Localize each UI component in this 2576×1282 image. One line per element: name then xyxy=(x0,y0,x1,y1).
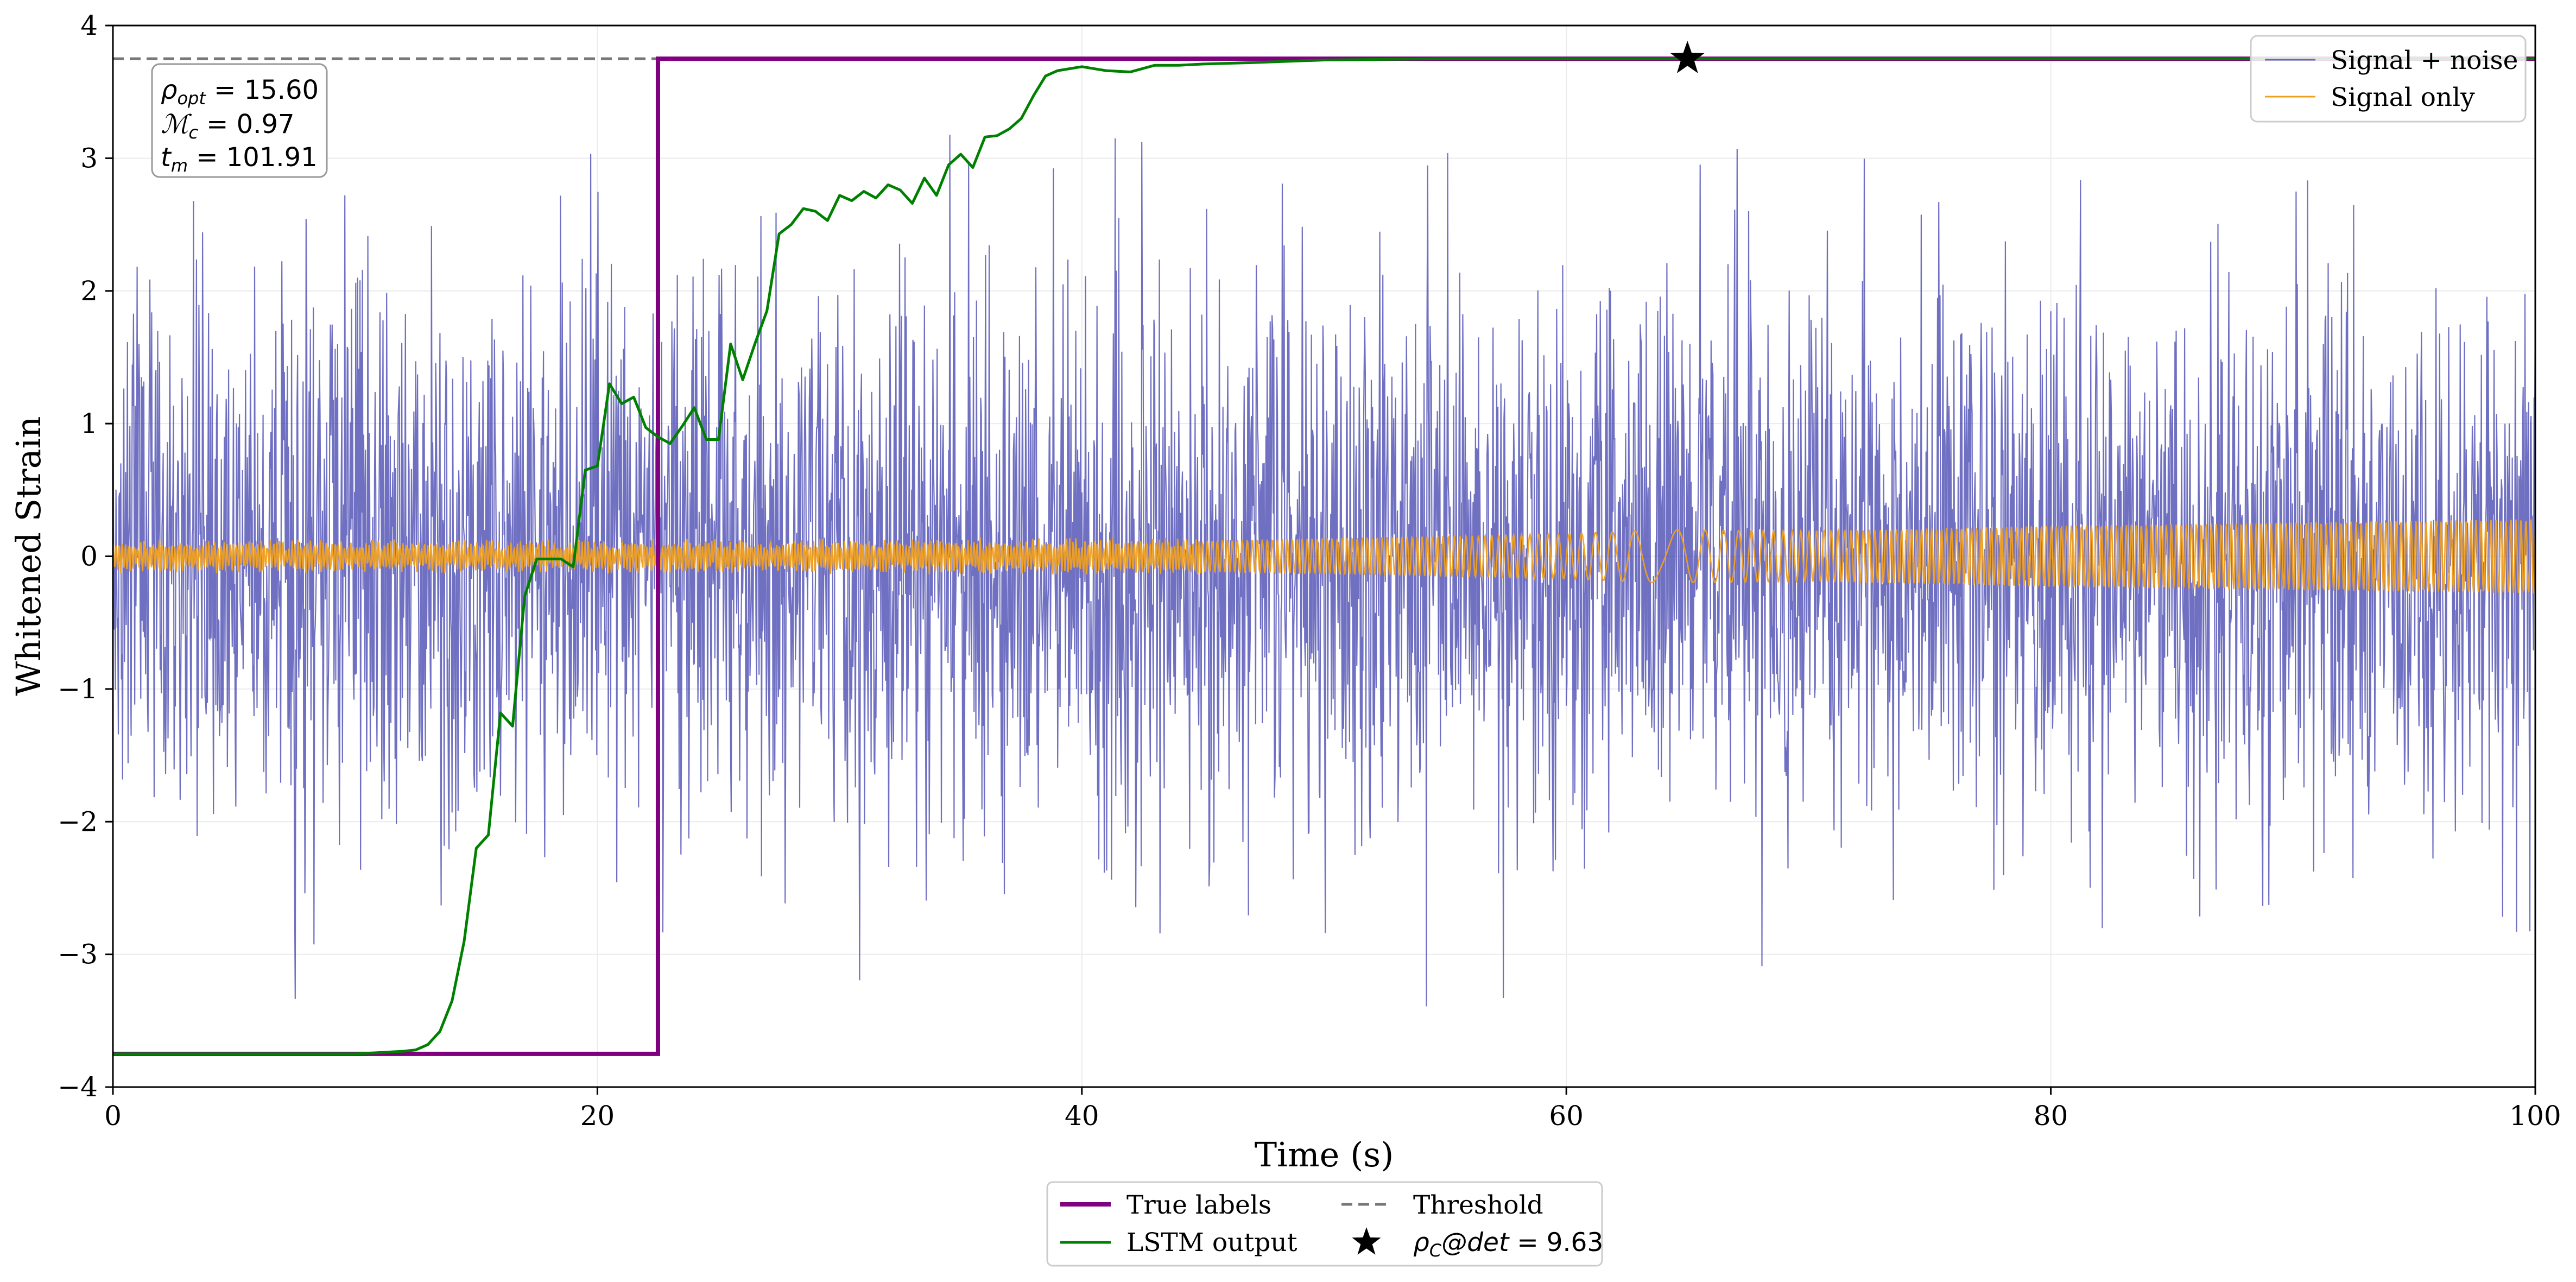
legend-detection-label: ρC@det = 9.63 xyxy=(1413,1228,1603,1261)
y-tick-label: −1 xyxy=(58,673,98,705)
y-tick-label: −3 xyxy=(58,939,98,970)
detection-star xyxy=(1670,41,1705,73)
info-mc: ℳc = 0.97 xyxy=(161,109,295,143)
legend-upper: Signal + noise Signal only xyxy=(2250,35,2527,123)
y-tick-label: −2 xyxy=(58,806,98,837)
y-tick-label: 4 xyxy=(80,10,98,41)
x-tick-label: 80 xyxy=(2034,1100,2068,1132)
y-axis-ticks: −4 −3 −2 −1 0 1 2 3 4 xyxy=(58,10,113,1103)
lstm-output-line xyxy=(113,57,2535,1056)
legend-lstm-output-label: LSTM output xyxy=(1126,1228,1298,1258)
x-tick-label: 40 xyxy=(1065,1100,1099,1132)
y-tick-label: 2 xyxy=(80,275,98,307)
x-tick-label: 100 xyxy=(2509,1100,2561,1132)
x-axis-ticks: 0 20 40 60 80 100 xyxy=(104,1087,2561,1132)
legend-threshold-label: Threshold xyxy=(1413,1190,1543,1220)
legend-upper-frame xyxy=(2250,35,2527,123)
x-tick-label: 20 xyxy=(580,1100,615,1132)
signal-noise-series xyxy=(113,135,2535,1007)
legend-lower-frame xyxy=(1046,1181,1603,1267)
legend-signal-only-label: Signal only xyxy=(2331,83,2475,112)
y-tick-label: 0 xyxy=(80,541,98,572)
y-tick-label: 3 xyxy=(80,142,98,174)
x-axis-label: Time (s) xyxy=(1255,1135,1394,1174)
info-box: ρopt = 15.60 ℳc = 0.97 tm = 101.91 xyxy=(151,63,328,178)
legend-true-labels-label: True labels xyxy=(1126,1190,1271,1220)
signal-only-series xyxy=(113,519,2535,593)
legend-signal-noise-label: Signal + noise xyxy=(2331,46,2518,75)
signal-only-line xyxy=(113,519,2535,593)
legend-star-marker xyxy=(1352,1227,1381,1255)
detection-marker xyxy=(1670,41,1705,73)
info-box-frame xyxy=(151,63,328,178)
lstm-output-series xyxy=(113,57,2535,1056)
y-tick-label: −4 xyxy=(58,1071,98,1103)
x-tick-label: 0 xyxy=(104,1100,122,1132)
info-rho-opt: ρopt = 15.60 xyxy=(161,75,319,109)
info-tm: tm = 101.91 xyxy=(161,142,318,176)
legend-lower: True labels LSTM output Threshold ρC@det… xyxy=(1046,1181,1603,1267)
x-tick-label: 60 xyxy=(1549,1100,1584,1132)
y-tick-label: 1 xyxy=(80,408,98,439)
signal-noise-line xyxy=(113,135,2535,1007)
y-axis-label: Whitened Strain xyxy=(9,416,48,696)
